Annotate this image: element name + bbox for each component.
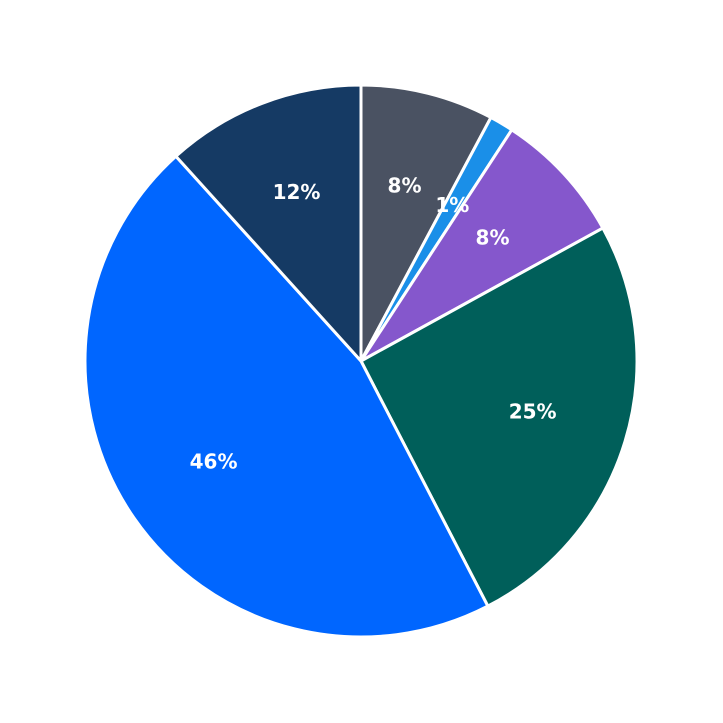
pie-slice xyxy=(83,154,490,639)
data-label: 12% xyxy=(273,180,321,204)
data-label: 1% xyxy=(435,193,469,217)
pie-slice xyxy=(359,226,639,608)
data-label: 8% xyxy=(476,226,510,250)
pie-slice xyxy=(174,83,363,363)
pie-slice xyxy=(359,128,605,363)
data-label: 46% xyxy=(190,450,238,474)
pie-slice xyxy=(359,83,493,363)
data-label: 8% xyxy=(388,173,422,197)
data-label: 25% xyxy=(509,400,557,424)
